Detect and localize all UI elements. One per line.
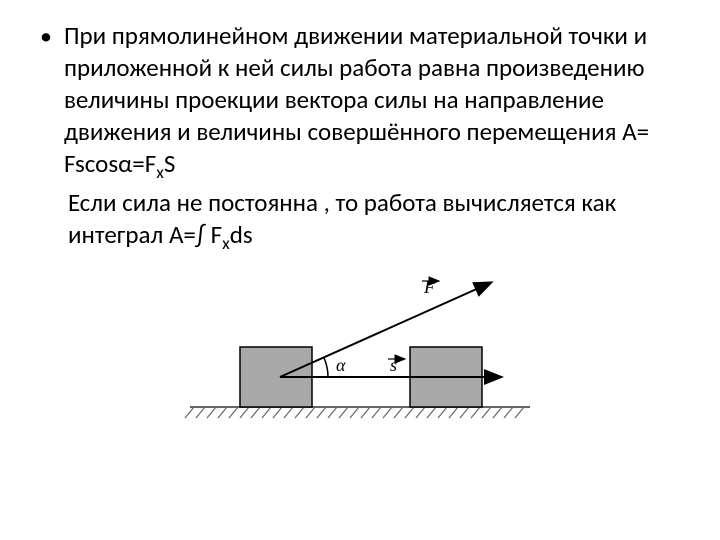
- bullet-paragraph: • При прямолинейном движении материально…: [40, 20, 680, 183]
- sub-paragraph: Если сила не постоянна , то работа вычис…: [68, 187, 680, 254]
- diagram-svg: Fs α: [180, 275, 540, 430]
- main-paragraph: При прямолинейном движении материальной …: [64, 20, 680, 183]
- svg-text:α: α: [336, 355, 346, 375]
- paragraph1-text: При прямолинейном движении материальной …: [64, 20, 647, 147]
- svg-text:F: F: [423, 277, 436, 297]
- physics-diagram: Fs α: [40, 275, 680, 430]
- paragraph2-suffix: ds: [230, 219, 253, 250]
- formula1-suffix: S: [164, 148, 176, 179]
- paragraph2-sub: x: [222, 232, 230, 254]
- svg-text:s: s: [390, 355, 397, 375]
- paragraph2-prefix: Если сила не постоянна , то работа вычис…: [68, 187, 616, 250]
- formula1-sub: x: [156, 161, 164, 183]
- bullet-marker: •: [40, 22, 52, 51]
